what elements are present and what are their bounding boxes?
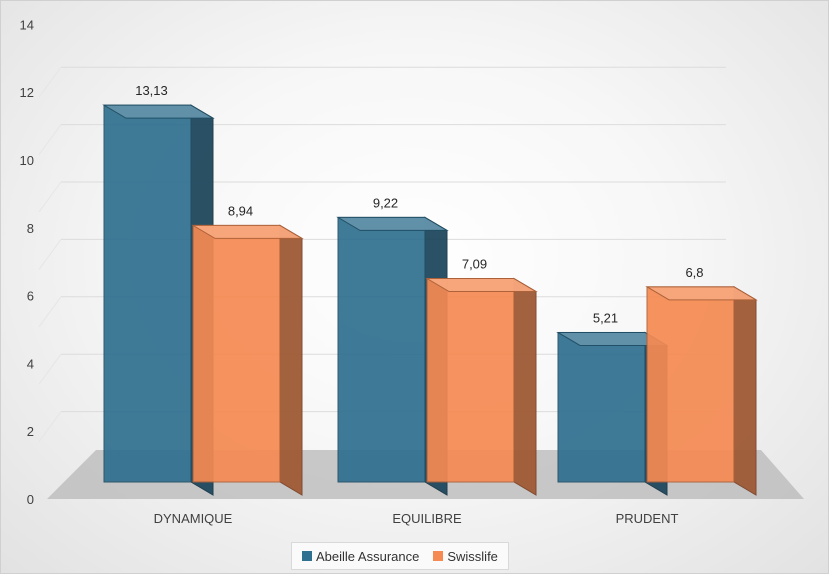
legend-item-swisslife: Swisslife: [433, 549, 498, 564]
bar: [192, 224, 281, 483]
legend: Abeille Assurance Swisslife: [291, 542, 509, 570]
bar-top: [425, 278, 538, 293]
category-label: DYNAMIQUE: [154, 511, 233, 526]
bar-top: [645, 286, 758, 301]
legend-swatch-swisslife: [433, 551, 444, 561]
y-tick-label: 2: [27, 424, 34, 439]
gridline-side: [38, 124, 62, 155]
y-tick-label: 10: [20, 153, 34, 168]
bar-top: [102, 104, 215, 119]
gridline-side: [38, 181, 62, 213]
bar: [337, 216, 426, 483]
gridline-side: [38, 66, 62, 98]
legend-item-abeille: Abeille Assurance: [302, 549, 419, 564]
bar-top: [336, 216, 449, 231]
bar-side: [513, 277, 537, 496]
gridline-side: [38, 296, 62, 328]
bar-side: [733, 285, 757, 496]
data-label: 8,94: [228, 203, 253, 218]
y-tick-label: 12: [20, 85, 34, 100]
y-tick-label: 0: [27, 492, 34, 507]
gridline-side: [38, 411, 62, 442]
data-label: 5,21: [593, 310, 618, 325]
y-tick-label: 8: [27, 221, 34, 236]
bar: [646, 286, 735, 483]
y-tick-label: 6: [27, 289, 34, 304]
data-label: 6,8: [685, 265, 703, 280]
bar: [426, 278, 515, 483]
legend-label-abeille: Abeille Assurance: [316, 548, 420, 564]
gridline-side: [38, 353, 62, 385]
bar: [103, 104, 192, 483]
gridline-side: [38, 239, 62, 270]
bar-top: [191, 224, 304, 239]
bar-side: [279, 224, 303, 496]
legend-label-swisslife: Swisslife: [447, 548, 498, 564]
legend-swatch-abeille: [302, 551, 312, 561]
bar: [557, 331, 646, 483]
category-label: EQUILIBRE: [392, 511, 462, 526]
data-label: 7,09: [462, 257, 487, 272]
y-tick-label: 14: [20, 17, 34, 32]
y-tick-label: 4: [27, 356, 34, 371]
category-label: PRUDENT: [616, 511, 679, 526]
data-label: 9,22: [373, 195, 398, 210]
data-label: 13,13: [135, 83, 168, 98]
